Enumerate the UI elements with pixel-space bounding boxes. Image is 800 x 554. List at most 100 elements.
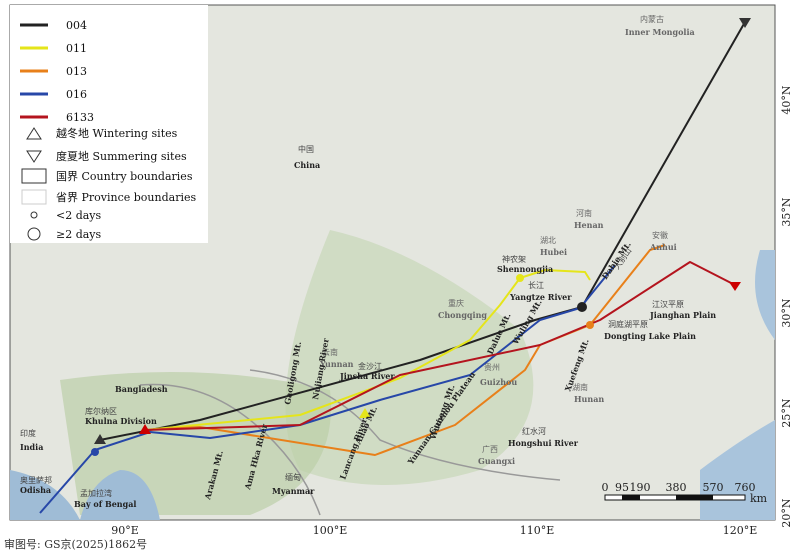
scale-unit: km	[750, 492, 768, 505]
place-label: 安徽	[652, 230, 668, 240]
sea	[700, 250, 775, 520]
legend-symbol	[30, 211, 38, 219]
place-label: 金沙江	[358, 361, 382, 371]
scale-label: 380	[666, 481, 687, 494]
scale-label: 190	[630, 481, 651, 494]
footer: 审图号: GS京(2025)1862号	[4, 537, 147, 551]
place-label: Odisha	[20, 485, 51, 495]
track	[144, 261, 736, 431]
scale-bar	[622, 495, 640, 500]
legend-symbol	[21, 168, 47, 184]
legend-label: 省界 Province boundaries	[56, 191, 196, 204]
wintering-site	[359, 408, 371, 418]
place-label: Shennongjia	[497, 264, 553, 274]
place-label: Guangxi	[478, 456, 515, 466]
scale-label: 760	[735, 481, 756, 494]
legend-label: 016	[66, 88, 87, 101]
legend-label: 011	[66, 42, 87, 55]
track	[144, 269, 591, 431]
lat-label: 25°N	[780, 398, 793, 427]
place-label: Khulna Division	[85, 416, 157, 426]
scale-label: 570	[703, 481, 724, 494]
place-label: China	[294, 160, 320, 170]
lon-label: 90°E	[111, 524, 139, 537]
lon-label: 120°E	[723, 524, 758, 537]
place-label: 红水河	[522, 426, 546, 436]
place-label: Dongting Lake Plain	[604, 331, 696, 341]
border	[249, 369, 561, 481]
place-label: 湖南	[572, 382, 588, 392]
place-label: 库尔纳区	[85, 406, 117, 416]
place-label: Hongshui River	[508, 438, 579, 448]
legend-label: <2 days	[56, 209, 102, 222]
place-label: 缅甸	[285, 472, 301, 482]
scale-bar	[676, 495, 713, 500]
legend-label: 度夏地 Summering sites	[56, 149, 187, 163]
place-label: 中国	[298, 144, 314, 154]
stopover	[586, 321, 594, 329]
legend-label: ≥2 days	[56, 228, 102, 241]
legend	[10, 5, 208, 243]
place-label: 长江	[528, 280, 544, 290]
graticule-labels: 90°E 100°E 110°E 120°E 40°N 35°N 30°N 25°N 20°N	[111, 85, 793, 537]
summering-site	[729, 282, 741, 291]
place-label: Inner Mongolia	[625, 27, 695, 37]
place-label: 贵州	[484, 362, 500, 372]
place-label: Anhui	[649, 242, 677, 252]
place-label: 江汉平原	[652, 300, 684, 309]
place-label: Hunan	[574, 394, 604, 404]
lat-label: 35°N	[780, 197, 793, 226]
lon-label: 110°E	[520, 524, 555, 537]
legend-tracks: 004 011 013 016 6133	[20, 19, 94, 124]
place-label: Chongqing	[438, 310, 487, 320]
place-label: 云南	[322, 347, 338, 357]
lat-label: 40°N	[780, 85, 793, 114]
place-label: Yunnan	[319, 359, 354, 369]
place-label: 湖北	[540, 236, 556, 245]
wintering-site	[94, 434, 106, 444]
legend-label: 013	[66, 65, 87, 78]
place-label: Jianghan Plain	[649, 310, 716, 320]
summering-site	[739, 18, 751, 28]
legend-symbol	[26, 127, 42, 140]
legend-label: 6133	[66, 111, 94, 124]
place-label: 广西	[482, 444, 498, 454]
scale-label: 95	[615, 481, 629, 494]
place-label: 内蒙古	[640, 14, 664, 24]
legend-label: 004	[66, 19, 87, 32]
place-label: India	[20, 442, 43, 452]
place-label: 奥里萨邦	[20, 475, 52, 485]
stopover	[91, 448, 99, 456]
track	[99, 21, 746, 441]
place-label: Hubei	[540, 247, 567, 257]
stopover	[577, 302, 587, 312]
place-label: Bangladesh	[115, 384, 168, 394]
place-label: Yangtze River	[509, 292, 572, 302]
legend-label: 国界 Country boundaries	[56, 170, 193, 183]
place-label: 洞庭湖平原	[608, 319, 648, 329]
legend-symbol	[26, 150, 42, 163]
scale-label: 0	[602, 481, 609, 494]
place-label: 孟加拉湾	[80, 488, 112, 498]
place-label: Henan	[574, 220, 604, 230]
place-label: Myanmar	[272, 486, 315, 496]
track	[39, 264, 616, 514]
place-label: 重庆	[448, 298, 464, 308]
track	[144, 244, 666, 456]
place-label: 神农架	[502, 254, 526, 264]
scale-bar	[604, 494, 746, 501]
legend-label: 越冬地 Wintering sites	[56, 126, 178, 140]
place-label: 河南	[576, 208, 592, 218]
place-label: Guizhou	[480, 377, 517, 387]
lat-label: 30°N	[780, 298, 793, 327]
sea	[10, 470, 160, 520]
legend-symbol	[27, 227, 41, 241]
place-label: 印度	[20, 428, 36, 438]
terrain	[285, 230, 534, 485]
stopover	[516, 274, 524, 282]
wintering-site	[139, 424, 151, 434]
legend-symbol	[21, 189, 47, 205]
